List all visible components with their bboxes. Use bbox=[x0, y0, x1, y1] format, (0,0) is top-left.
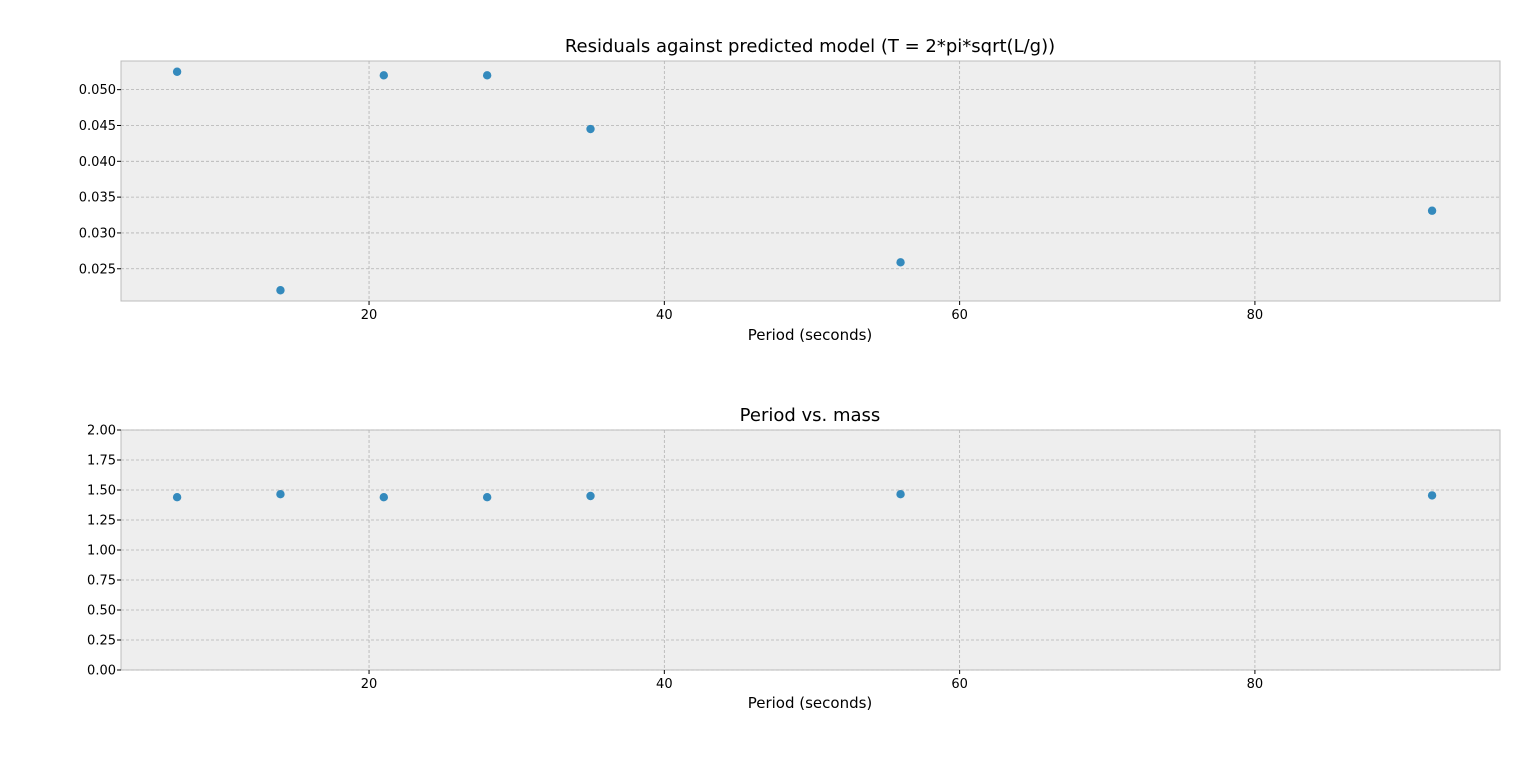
plot-area bbox=[120, 429, 1501, 671]
y-tick-label: 1.25 bbox=[87, 514, 116, 529]
x-axis-label: Period (seconds) bbox=[748, 694, 873, 712]
data-point bbox=[172, 493, 182, 502]
axis-ticks: 20 40 60 80 0.025 0.030 0.035 0.040 0.045 0.050 bbox=[79, 83, 1263, 323]
y-tick-label: 0.035 bbox=[79, 191, 116, 206]
plot-area bbox=[120, 60, 1501, 302]
y-tick-label: 0.75 bbox=[87, 574, 116, 589]
x-tick-label: 60 bbox=[951, 677, 968, 692]
residuals-chart: Residuals against predicted model (T = 2… bbox=[79, 36, 1501, 344]
y-tick-label: 0.040 bbox=[79, 155, 116, 170]
y-tick-label: 1.75 bbox=[87, 454, 116, 469]
data-point bbox=[276, 490, 285, 499]
data-point bbox=[379, 71, 389, 80]
data-point bbox=[276, 286, 285, 295]
data-point bbox=[172, 67, 182, 76]
data-points bbox=[172, 490, 1437, 502]
x-tick-label: 80 bbox=[1247, 308, 1264, 323]
data-point bbox=[1427, 206, 1437, 215]
y-tick-label: 0.25 bbox=[87, 634, 116, 649]
data-point bbox=[482, 493, 492, 502]
data-points bbox=[172, 67, 1437, 295]
chart-title: Residuals against predicted model (T = 2… bbox=[565, 36, 1055, 57]
y-tick-label: 0.025 bbox=[79, 262, 116, 277]
grid bbox=[121, 429, 1500, 671]
data-point bbox=[586, 124, 595, 134]
y-tick-label: 0.050 bbox=[79, 83, 116, 98]
axis-ticks: 20 40 60 80 0.00 0.25 0.50 0.75 1.00 1.25 1.50 1.75… bbox=[87, 424, 1263, 693]
chart-title: Period vs. mass bbox=[740, 405, 881, 426]
data-point bbox=[482, 71, 492, 80]
x-tick-label: 20 bbox=[361, 677, 378, 692]
x-tick-label: 40 bbox=[656, 677, 673, 692]
y-tick-label: 2.00 bbox=[87, 424, 116, 439]
data-point bbox=[1427, 491, 1437, 500]
y-tick-label: 0.045 bbox=[79, 119, 116, 134]
x-tick-label: 20 bbox=[361, 308, 378, 323]
y-tick-label: 1.50 bbox=[87, 484, 116, 499]
y-tick-label: 1.00 bbox=[87, 544, 116, 559]
y-tick-label: 0.030 bbox=[79, 226, 116, 241]
y-tick-label: 0.00 bbox=[87, 664, 116, 679]
data-point bbox=[896, 490, 905, 499]
x-axis-label: Period (seconds) bbox=[748, 326, 873, 344]
x-tick-label: 40 bbox=[656, 308, 673, 323]
x-tick-label: 60 bbox=[951, 308, 968, 323]
data-point bbox=[379, 493, 389, 502]
period-vs-mass-chart: Period vs. mass 20 40 60 80 0.00 0.25 0.50 0.75… bbox=[87, 405, 1501, 712]
x-tick-label: 80 bbox=[1247, 677, 1264, 692]
y-tick-label: 0.50 bbox=[87, 604, 116, 619]
grid bbox=[121, 61, 1500, 301]
data-point bbox=[586, 491, 595, 501]
data-point bbox=[896, 258, 905, 267]
